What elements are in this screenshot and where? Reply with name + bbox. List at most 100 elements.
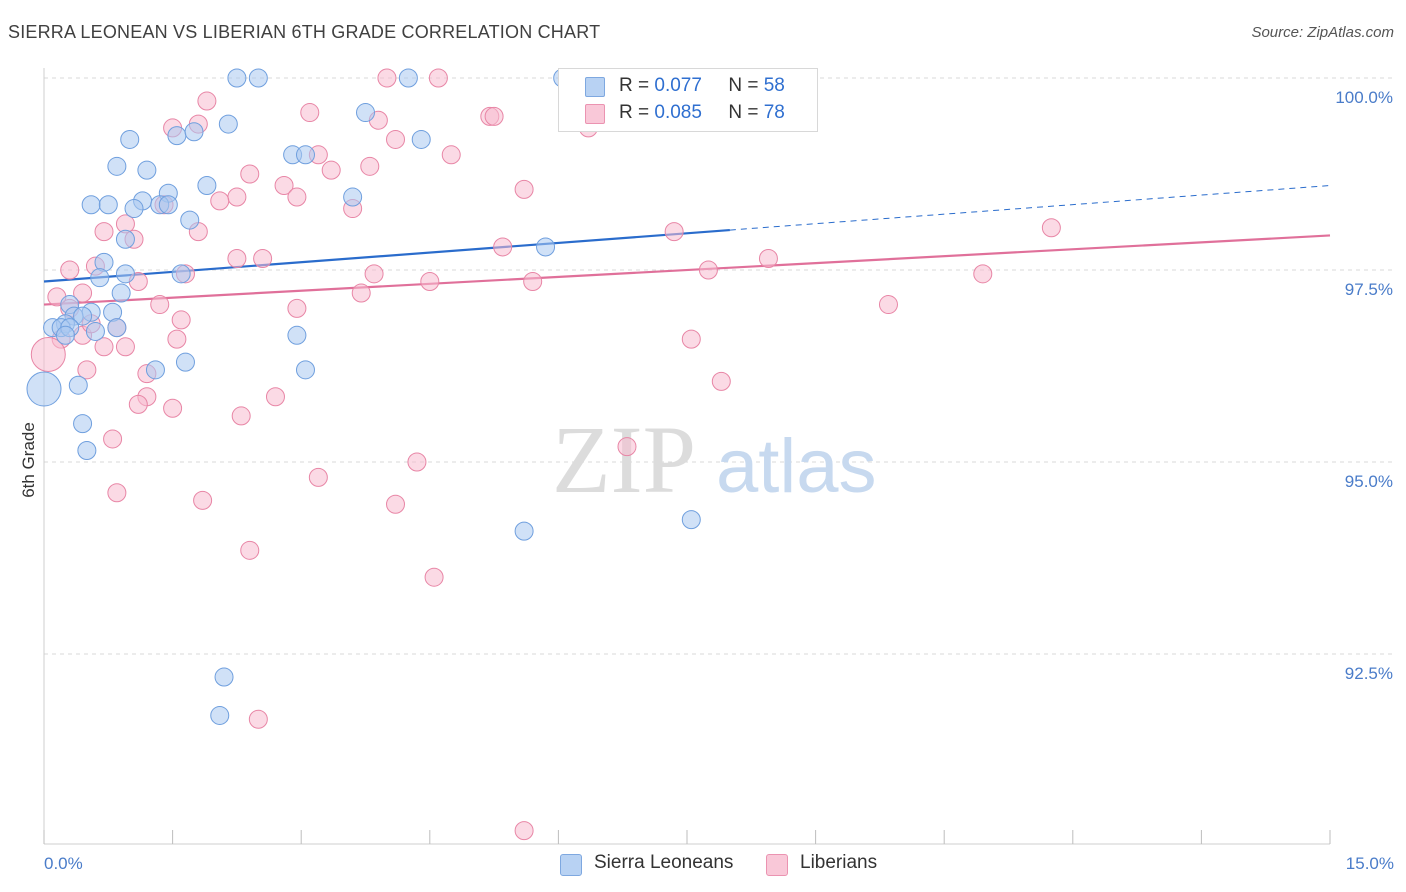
x-tick-min: 0.0%	[44, 854, 83, 873]
sierra-leonean-point	[107, 318, 127, 338]
liberians-trend-line	[43, 234, 1331, 306]
sierra-leonean-point	[218, 114, 238, 134]
sierra-leonean-point	[111, 283, 131, 303]
liberian-point	[150, 295, 170, 315]
y-axis-label: 6th Grade	[19, 422, 38, 498]
sierra-leonean-point	[180, 210, 200, 230]
liberian-point	[424, 567, 444, 587]
sierra-leonean-point	[536, 237, 556, 257]
liberian-point	[94, 337, 114, 357]
liberians-points	[30, 68, 1061, 841]
liberian-point	[758, 248, 778, 268]
sierra-leonean-point	[295, 360, 315, 380]
liberian-point	[514, 179, 534, 199]
liberian-point	[360, 156, 380, 176]
y-tick-label: 100.0%	[1335, 88, 1393, 107]
liberian-point	[523, 272, 543, 292]
liberian-point	[240, 540, 260, 560]
n-label: N =	[728, 102, 759, 123]
liberian-point	[253, 248, 273, 268]
liberian-point	[115, 337, 135, 357]
liberian-point	[287, 298, 307, 318]
sierra-leonean-point	[197, 176, 217, 196]
liberian-point	[321, 160, 341, 180]
liberian-point	[163, 398, 183, 418]
liberian-point	[167, 329, 187, 349]
chart-title: SIERRA LEONEAN VS LIBERIAN 6TH GRADE COR…	[8, 22, 601, 42]
liberian-point	[94, 222, 114, 242]
liberian-point	[711, 371, 731, 391]
r-value: 0.085	[654, 102, 702, 123]
liberian-point	[698, 260, 718, 280]
sierra-leonean-point	[90, 268, 110, 288]
sierra-leonean-point	[227, 68, 247, 88]
sierra-leonean-point	[124, 199, 144, 219]
legend-swatch-blue	[585, 77, 605, 97]
legend-swatch-pink	[766, 854, 788, 876]
sierra-leonean-point	[411, 129, 431, 149]
liberian-point	[420, 272, 440, 292]
liberian-point	[878, 295, 898, 315]
sierra-leonean-point	[158, 195, 178, 215]
watermark-atlas: atlas	[716, 424, 877, 509]
trend-lines	[43, 185, 1331, 306]
legend-label: Sierra Leoneans	[594, 852, 734, 873]
n-value: 58	[763, 75, 785, 96]
legend-swatch-blue	[560, 854, 582, 876]
sierra-leonean-point	[68, 375, 88, 395]
liberian-point	[30, 336, 66, 372]
sierra-leonean-point	[120, 129, 140, 149]
sierra-leonean-point	[214, 667, 234, 687]
liberian-point	[197, 91, 217, 111]
sierra-leonean-point	[171, 264, 191, 284]
liberian-point	[681, 329, 701, 349]
liberian-point	[103, 429, 123, 449]
liberian-point	[210, 191, 230, 211]
r-label: R =	[619, 102, 650, 123]
liberian-point	[386, 129, 406, 149]
sierra-leonean-point	[98, 195, 118, 215]
sierra-leonean-point	[115, 264, 135, 284]
n-label: N =	[728, 75, 759, 96]
liberian-point	[364, 264, 384, 284]
sierra-leonean-point	[73, 414, 93, 434]
gridlines	[44, 77, 1392, 655]
liberian-point	[493, 237, 513, 257]
sierra-leonean-point	[287, 325, 307, 345]
y-tick-label: 97.5%	[1345, 280, 1393, 299]
liberian-point	[351, 283, 371, 303]
sierra-leoneans-trend-extension	[729, 185, 1331, 231]
liberian-point	[274, 176, 294, 196]
sierra-leonean-point	[137, 160, 157, 180]
r-label: R =	[619, 75, 650, 96]
liberian-point	[664, 222, 684, 242]
sierra-leonean-point	[295, 145, 315, 165]
liberian-point	[128, 394, 148, 414]
sierra-leonean-point	[681, 510, 701, 530]
sierra-leonean-point	[343, 187, 363, 207]
liberian-point	[484, 106, 504, 126]
y-tick-label: 95.0%	[1345, 472, 1393, 491]
liberian-point	[1041, 218, 1061, 238]
liberian-point	[171, 310, 191, 330]
sierra-leonean-point	[184, 122, 204, 142]
sierra-leonean-point	[55, 325, 75, 345]
n-value: 78	[763, 102, 785, 123]
sierra-leonean-point	[26, 371, 62, 407]
liberian-point	[407, 452, 427, 472]
legend-swatch-pink	[585, 104, 605, 124]
sierra-leonean-point	[248, 68, 268, 88]
liberian-point	[617, 437, 637, 457]
liberian-point	[308, 467, 328, 487]
source-label: Source: ZipAtlas.com	[1251, 24, 1394, 41]
sierra-leonean-point	[356, 103, 375, 123]
liberian-point	[73, 283, 93, 303]
sierra-leonean-point	[514, 521, 534, 541]
liberian-point	[300, 103, 320, 123]
sierra-leonean-point	[167, 126, 187, 146]
liberian-point	[265, 387, 285, 407]
liberian-point	[386, 494, 406, 514]
correlation-legend: R = 0.077 N = 58 R = 0.085 N = 78	[558, 68, 818, 132]
liberian-point	[514, 821, 534, 841]
sierra-leonean-point	[210, 705, 230, 725]
